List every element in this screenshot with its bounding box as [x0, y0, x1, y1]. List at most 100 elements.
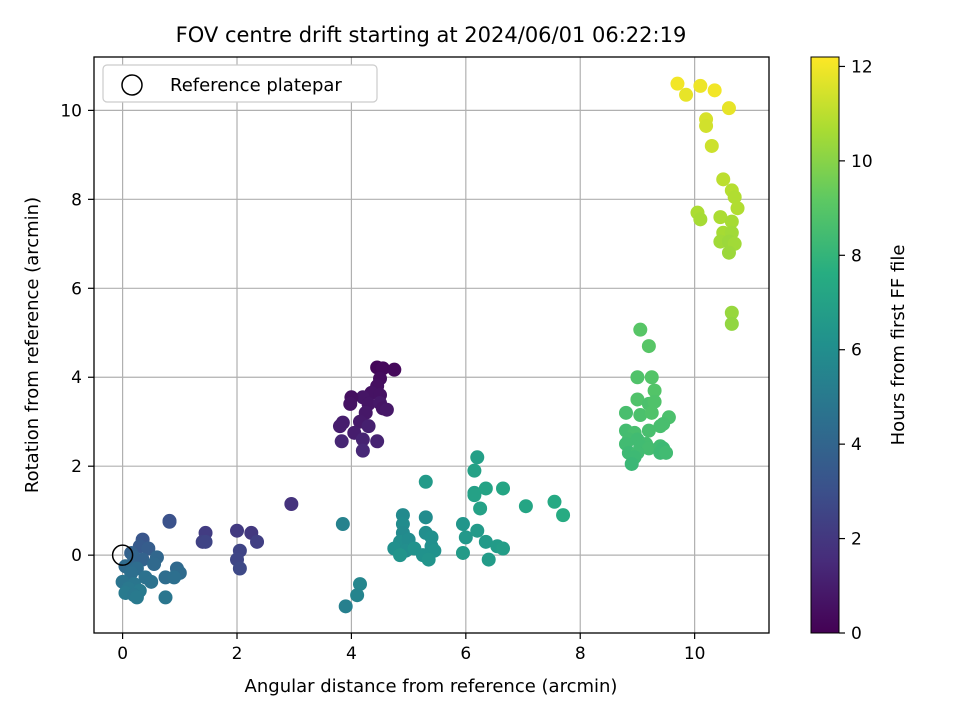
data-point — [141, 541, 156, 556]
colorbar-tick-label: 2 — [851, 530, 862, 550]
data-point — [418, 474, 433, 489]
data-point — [158, 590, 173, 605]
data-point — [624, 456, 639, 471]
legend-box — [102, 64, 378, 103]
data-point — [162, 514, 177, 529]
data-point — [641, 441, 656, 456]
data-point — [147, 557, 162, 572]
x-axis-ticks: 0 2 4 6 8 10 — [117, 633, 705, 664]
data-point — [633, 322, 648, 337]
data-point — [455, 545, 470, 560]
data-point — [355, 443, 370, 458]
data-point — [124, 565, 139, 580]
legend: Reference platepar — [102, 64, 378, 103]
x-tick-label: 4 — [346, 644, 357, 664]
data-point — [361, 419, 376, 434]
data-point — [481, 552, 496, 567]
data-point — [470, 523, 485, 538]
colorbar-label: Hours from first FF file — [888, 245, 909, 446]
data-point — [198, 534, 213, 549]
x-axis-label: Angular distance from reference (arcmin) — [245, 676, 618, 697]
y-tick-label: 4 — [71, 368, 82, 388]
data-point — [473, 501, 488, 516]
data-point — [659, 445, 674, 460]
data-point — [724, 305, 739, 320]
data-point — [727, 190, 742, 205]
data-point — [647, 394, 662, 409]
data-point — [355, 432, 370, 447]
data-point — [370, 434, 385, 449]
colorbar-gradient — [810, 56, 840, 634]
reference-platepar-marker — [111, 544, 134, 566]
data-point — [455, 517, 470, 532]
data-point — [250, 534, 265, 549]
x-tick-label: 8 — [575, 644, 586, 664]
data-point — [721, 101, 736, 116]
data-point — [467, 488, 482, 503]
data-point — [421, 552, 436, 567]
y-tick-label: 0 — [71, 546, 82, 566]
data-point — [633, 408, 648, 423]
grid-lines — [94, 57, 769, 633]
colorbar-tick-label: 4 — [851, 435, 862, 455]
data-point — [167, 570, 182, 585]
data-point — [335, 517, 350, 532]
data-point — [556, 508, 571, 523]
colorbar-tick-label: 8 — [851, 246, 862, 266]
data-point — [496, 481, 511, 496]
data-point — [721, 245, 736, 260]
data-point — [547, 494, 562, 509]
y-tick-label: 8 — [71, 190, 82, 210]
data-point — [387, 362, 402, 377]
x-tick-label: 10 — [684, 644, 706, 664]
data-point — [350, 588, 365, 603]
data-point — [518, 499, 533, 514]
data-point — [129, 590, 144, 605]
data-point — [343, 396, 358, 411]
data-point — [716, 172, 731, 187]
data-point — [630, 370, 645, 385]
data-point — [699, 118, 714, 133]
data-point — [467, 463, 482, 478]
y-tick-label: 10 — [60, 101, 82, 121]
colorbar-tick-label: 6 — [851, 341, 862, 361]
data-point — [644, 405, 659, 420]
data-point — [647, 383, 662, 398]
data-point — [724, 214, 739, 229]
legend-marker — [121, 74, 143, 96]
data-point — [713, 210, 728, 225]
plot-frame — [93, 56, 770, 634]
data-point — [644, 370, 659, 385]
data-point — [144, 574, 159, 589]
data-point — [232, 561, 247, 576]
x-tick-label: 2 — [232, 644, 243, 664]
data-point — [393, 548, 408, 563]
data-point — [230, 523, 245, 538]
legend-label: Reference platepar — [170, 75, 342, 96]
data-point — [641, 339, 656, 354]
data-point — [352, 577, 367, 592]
data-point — [724, 316, 739, 331]
data-point — [470, 450, 485, 465]
data-point — [679, 87, 694, 102]
data-point — [458, 530, 473, 545]
data-point — [641, 423, 656, 438]
data-point — [670, 76, 685, 91]
data-point — [693, 212, 708, 227]
data-points — [115, 76, 745, 614]
data-point — [693, 78, 708, 93]
data-point — [379, 402, 394, 417]
data-point — [284, 497, 299, 512]
data-point — [332, 419, 347, 434]
data-point — [653, 419, 668, 434]
y-axis-ticks: 0 2 4 6 8 10 — [60, 101, 94, 566]
colorbar-tick-label: 0 — [851, 624, 862, 644]
colorbar-ticks: 0 2 4 6 8 10 12 — [839, 57, 873, 644]
data-point — [334, 434, 349, 449]
data-point — [730, 201, 745, 216]
x-tick-label: 0 — [117, 644, 128, 664]
x-tick-label: 6 — [460, 644, 471, 664]
y-tick-label: 2 — [71, 457, 82, 477]
